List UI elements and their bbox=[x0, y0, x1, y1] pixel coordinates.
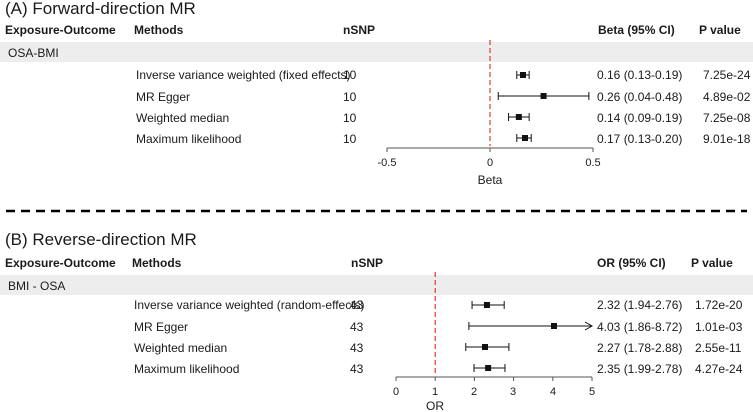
panel-b-row-ci: 4.03 (1.86-8.72) bbox=[597, 320, 683, 334]
panel-a-header-exposure: Exposure-Outcome bbox=[5, 23, 116, 37]
panel-a-row-method: MR Egger bbox=[136, 90, 191, 104]
panel-b-row-ci: 2.27 (1.78-2.88) bbox=[597, 341, 683, 355]
panel-b-tick-label: 0 bbox=[392, 386, 400, 398]
panel-a-point-estimate bbox=[522, 135, 529, 141]
panel-b-ci-arrow bbox=[584, 321, 594, 331]
panel-a-row-ci: 0.17 (0.13-0.20) bbox=[597, 132, 683, 146]
panel-a-row-ci: 0.14 (0.09-0.19) bbox=[597, 111, 683, 125]
panel-b-row-method: Weighted median bbox=[134, 341, 228, 355]
panel-b-tick-label: 4 bbox=[549, 386, 557, 398]
panel-a-row-nsnp: 10 bbox=[343, 111, 357, 125]
panel-b-header-methods: Methods bbox=[132, 256, 182, 270]
panel-a-tick-label: 0.5 bbox=[585, 157, 601, 169]
panel-b-header-exposure: Exposure-Outcome bbox=[5, 256, 116, 270]
panel-a-row-pvalue: 9.01e-18 bbox=[703, 132, 751, 146]
panel-b-row-nsnp: 43 bbox=[350, 341, 364, 355]
panel-a-tick-label: 0 bbox=[486, 157, 494, 169]
panel-a-header-estimate: Beta (95% CI) bbox=[598, 23, 675, 37]
panel-a-header-pvalue: P value bbox=[699, 23, 741, 37]
panel-a-row-pvalue: 4.89e-02 bbox=[703, 90, 751, 104]
panel-b-group-label: BMI - OSA bbox=[8, 279, 66, 293]
panel-a-row-nsnp: 10 bbox=[343, 132, 357, 146]
panel-b-row-nsnp: 43 bbox=[350, 298, 364, 312]
panel-a-group-band bbox=[0, 42, 753, 62]
panel-b-row-pvalue: 4.27e-24 bbox=[695, 362, 743, 376]
panel-a-row-method: Weighted median bbox=[136, 111, 230, 125]
panel-b-header-nsnp: nSNP bbox=[351, 256, 384, 270]
panel-b-point-estimate bbox=[483, 302, 490, 308]
panel-b-point-estimate bbox=[485, 365, 492, 371]
panel-b-row-ci: 2.32 (1.94-2.76) bbox=[597, 298, 683, 312]
panel-a-row-nsnp: 10 bbox=[343, 90, 357, 104]
panel-b-row-pvalue: 2.55e-11 bbox=[695, 341, 742, 355]
panel-b-tick-label: 1 bbox=[431, 386, 439, 398]
panel-b-row-nsnp: 43 bbox=[350, 362, 364, 376]
panel-a-row-ci: 0.26 (0.04-0.48) bbox=[597, 90, 683, 104]
panel-b-header-pvalue: P value bbox=[691, 256, 733, 270]
panel-a-point-estimate bbox=[515, 114, 522, 120]
panel-b-point-estimate bbox=[481, 344, 488, 350]
panel-b-x-axis-label: OR bbox=[426, 399, 444, 412]
panel-a-tick-label: -0.5 bbox=[377, 157, 397, 169]
panel-b-row-method: MR Egger bbox=[134, 320, 189, 334]
panel-a-row-pvalue: 7.25e-24 bbox=[703, 68, 751, 82]
panel-b-tick-label: 5 bbox=[588, 386, 596, 398]
panel-a-title: (A) Forward-direction MR bbox=[5, 0, 196, 18]
panel-b-tick-label: 2 bbox=[470, 386, 478, 398]
panel-b-point-estimate bbox=[550, 323, 557, 329]
panel-a-point-estimate bbox=[519, 72, 526, 78]
panel-a-row-pvalue: 7.25e-08 bbox=[703, 111, 751, 125]
panel-b-row-ci: 2.35 (1.99-2.78) bbox=[597, 362, 683, 376]
panel-a-point-estimate bbox=[540, 93, 547, 99]
panel-a-header-methods: Methods bbox=[134, 23, 184, 37]
panel-b-row-method: Maximum likelihood bbox=[134, 362, 240, 376]
panel-a-row-method: Maximum likelihood bbox=[136, 132, 242, 146]
panel-a-row-nsnp: 10 bbox=[343, 68, 357, 82]
panel-a-row-method: Inverse variance weighted (fixed effects… bbox=[136, 68, 351, 82]
panel-b-row-pvalue: 1.72e-20 bbox=[695, 298, 743, 312]
panel-b-title: (B) Reverse-direction MR bbox=[5, 230, 197, 249]
panel-a-row-ci: 0.16 (0.13-0.19) bbox=[597, 68, 683, 82]
panel-b-row-method: Inverse variance weighted (random-effect… bbox=[134, 298, 365, 312]
panel-b-row-nsnp: 43 bbox=[350, 320, 364, 334]
panel-b-header-estimate: OR (95% CI) bbox=[597, 256, 666, 270]
panel-a-header-nsnp: nSNP bbox=[343, 23, 376, 37]
panel-a-x-axis-label: Beta bbox=[477, 173, 503, 187]
panel-b-row-pvalue: 1.01e-03 bbox=[695, 320, 743, 334]
panel-a-group-label: OSA-BMI bbox=[8, 46, 59, 60]
panel-b-tick-label: 3 bbox=[509, 386, 517, 398]
panel-b-group-band bbox=[0, 275, 753, 295]
